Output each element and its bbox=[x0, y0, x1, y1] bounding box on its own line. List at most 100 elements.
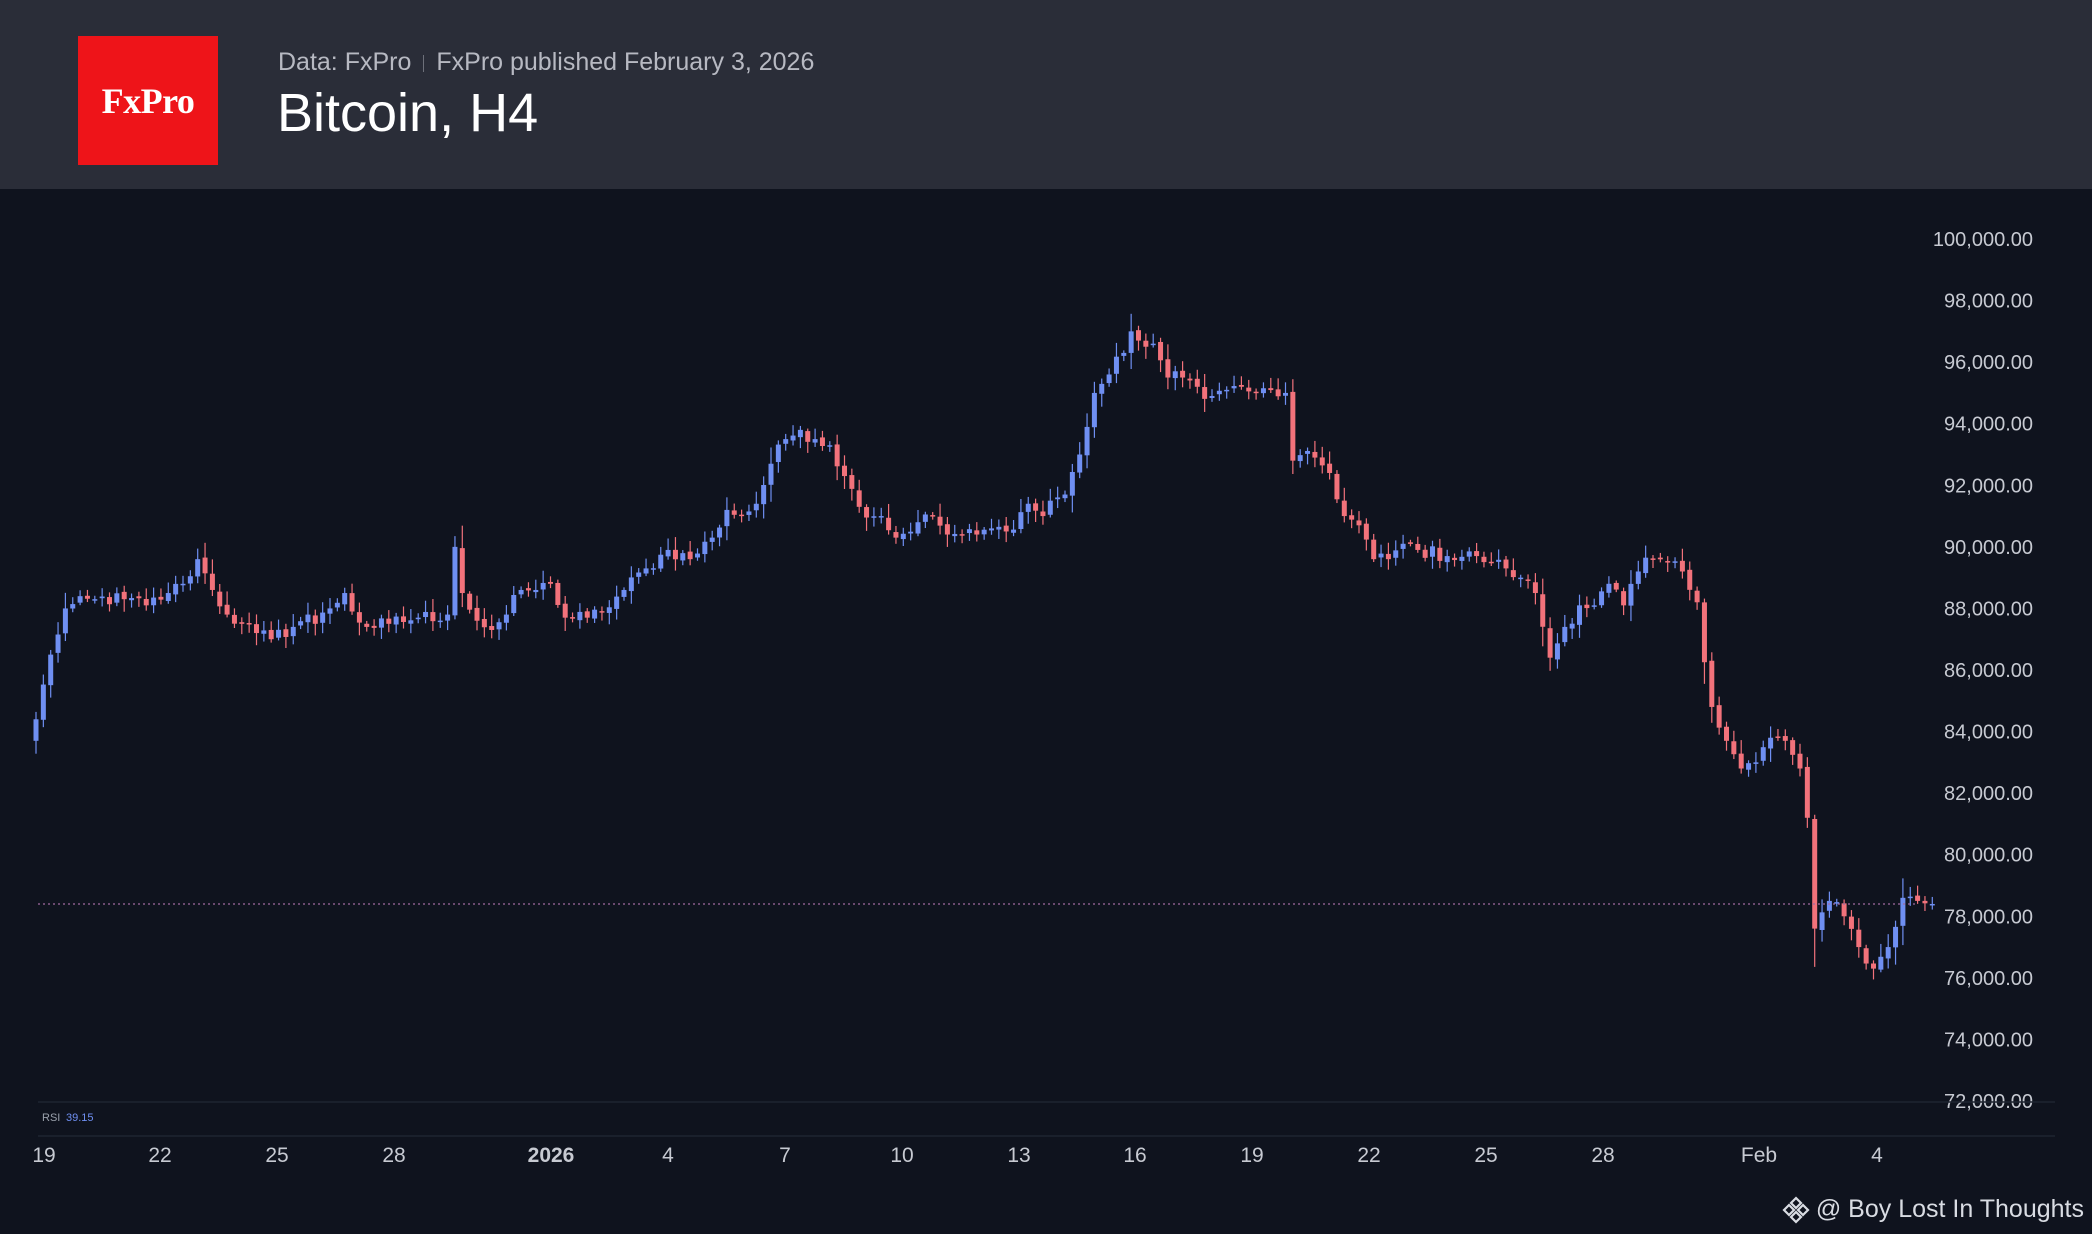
candle-up[interactable] bbox=[511, 594, 517, 614]
candle-down[interactable] bbox=[246, 623, 252, 625]
candle-up[interactable] bbox=[695, 553, 700, 558]
candle-up[interactable] bbox=[378, 618, 384, 628]
candle-down[interactable] bbox=[1349, 515, 1355, 520]
candle-up[interactable] bbox=[1907, 896, 1913, 899]
candle-down[interactable] bbox=[1922, 900, 1928, 904]
candle-up[interactable] bbox=[334, 602, 340, 608]
candle-down[interactable] bbox=[1253, 391, 1259, 394]
candle-down[interactable] bbox=[893, 532, 899, 538]
candle-up[interactable] bbox=[261, 630, 267, 634]
candle-up[interactable] bbox=[99, 596, 105, 599]
candle-up[interactable] bbox=[114, 593, 120, 603]
candle-up[interactable] bbox=[783, 439, 789, 444]
candle-down[interactable] bbox=[1422, 549, 1428, 558]
candle-up[interactable] bbox=[1599, 591, 1605, 606]
candle-up[interactable] bbox=[1069, 471, 1075, 496]
candle-down[interactable] bbox=[1731, 741, 1737, 755]
candle-down[interactable] bbox=[1187, 378, 1193, 381]
candle-up[interactable] bbox=[173, 583, 179, 595]
candle-up[interactable] bbox=[62, 608, 68, 634]
candle-down[interactable] bbox=[731, 510, 737, 515]
candle-down[interactable] bbox=[1738, 753, 1744, 769]
candle-up[interactable] bbox=[1113, 356, 1119, 374]
candle-down[interactable] bbox=[467, 593, 473, 610]
candle-up[interactable] bbox=[592, 609, 598, 619]
candle-down[interactable] bbox=[1701, 602, 1707, 663]
candle-up[interactable] bbox=[790, 435, 796, 441]
candle-up[interactable] bbox=[1826, 900, 1832, 911]
candle-down[interactable] bbox=[1246, 387, 1252, 392]
candle-down[interactable] bbox=[143, 598, 149, 606]
candle-up[interactable] bbox=[1062, 494, 1068, 499]
candle-down[interactable] bbox=[1848, 916, 1854, 929]
candle-up[interactable] bbox=[1760, 747, 1766, 761]
candle-up[interactable] bbox=[1305, 450, 1311, 454]
candle-up[interactable] bbox=[1444, 556, 1450, 563]
candle-up[interactable] bbox=[966, 529, 972, 534]
candle-up[interactable] bbox=[768, 463, 774, 485]
candle-down[interactable] bbox=[1863, 948, 1869, 964]
candle-up[interactable] bbox=[320, 612, 326, 623]
candle-up[interactable] bbox=[1055, 497, 1061, 500]
candle-up[interactable] bbox=[827, 445, 833, 447]
candle-down[interactable] bbox=[849, 475, 855, 489]
candle-up[interactable] bbox=[342, 593, 348, 605]
candle-up[interactable] bbox=[1172, 371, 1178, 379]
candle-up[interactable] bbox=[1128, 331, 1134, 353]
candle-up[interactable] bbox=[1878, 956, 1884, 970]
candle-up[interactable] bbox=[1459, 556, 1465, 561]
candle-up[interactable] bbox=[1378, 553, 1384, 558]
candle-down[interactable] bbox=[562, 603, 568, 618]
candle-down[interactable] bbox=[1180, 370, 1186, 378]
candle-up[interactable] bbox=[1518, 577, 1524, 580]
candle-up[interactable] bbox=[1628, 583, 1634, 606]
candle-down[interactable] bbox=[1165, 359, 1171, 378]
candle-down[interactable] bbox=[1709, 660, 1715, 707]
candle-up[interactable] bbox=[1121, 352, 1127, 356]
candle-up[interactable] bbox=[621, 589, 627, 597]
candlestick-chart[interactable]: 100,000.00 98,000.00 96,000.00 94,000.00 92,… bbox=[0, 189, 2092, 1234]
candle-up[interactable] bbox=[996, 526, 1002, 530]
candle-up[interactable] bbox=[797, 429, 803, 438]
candle-up[interactable] bbox=[503, 614, 509, 623]
candle-up[interactable] bbox=[180, 583, 186, 586]
candle-down[interactable] bbox=[1327, 463, 1333, 473]
candle-down[interactable] bbox=[1841, 903, 1847, 917]
candle-down[interactable] bbox=[959, 534, 965, 536]
candle-down[interactable] bbox=[944, 524, 950, 535]
candle-down[interactable] bbox=[1687, 569, 1693, 590]
candle-down[interactable] bbox=[1194, 378, 1200, 387]
candle-down[interactable] bbox=[364, 623, 370, 627]
candle-up[interactable] bbox=[1819, 912, 1825, 930]
candle-down[interactable] bbox=[1356, 520, 1362, 526]
candle-down[interactable] bbox=[1334, 473, 1340, 500]
candle-up[interactable] bbox=[415, 617, 421, 620]
candle-down[interactable] bbox=[1040, 511, 1046, 517]
candle-up[interactable] bbox=[1077, 454, 1083, 473]
candle-up[interactable] bbox=[1099, 383, 1105, 394]
candle-down[interactable] bbox=[1474, 551, 1480, 557]
candle-up[interactable] bbox=[165, 593, 171, 601]
candle-up[interactable] bbox=[753, 503, 759, 511]
candle-down[interactable] bbox=[1804, 766, 1810, 818]
candle-up[interactable] bbox=[1297, 455, 1303, 462]
candle-up[interactable] bbox=[1400, 543, 1406, 549]
candle-up[interactable] bbox=[1025, 503, 1031, 512]
candle-up[interactable] bbox=[1231, 386, 1237, 389]
candle-up[interactable] bbox=[717, 527, 723, 538]
candle-down[interactable] bbox=[739, 514, 745, 517]
candle-down[interactable] bbox=[386, 618, 392, 624]
candle-down[interactable] bbox=[371, 625, 377, 628]
candle-up[interactable] bbox=[746, 511, 752, 515]
candle-down[interactable] bbox=[1158, 341, 1164, 361]
candle-down[interactable] bbox=[1319, 457, 1325, 466]
candle-up[interactable] bbox=[915, 522, 921, 534]
candle-down[interactable] bbox=[1415, 543, 1421, 550]
candle-up[interactable] bbox=[1011, 529, 1017, 533]
candle-up[interactable] bbox=[908, 531, 914, 534]
candle-down[interactable] bbox=[224, 604, 230, 615]
candle-down[interactable] bbox=[1724, 726, 1729, 741]
candle-down[interactable] bbox=[430, 612, 436, 622]
candle-up[interactable] bbox=[540, 582, 546, 590]
candle-down[interactable] bbox=[1143, 340, 1149, 347]
